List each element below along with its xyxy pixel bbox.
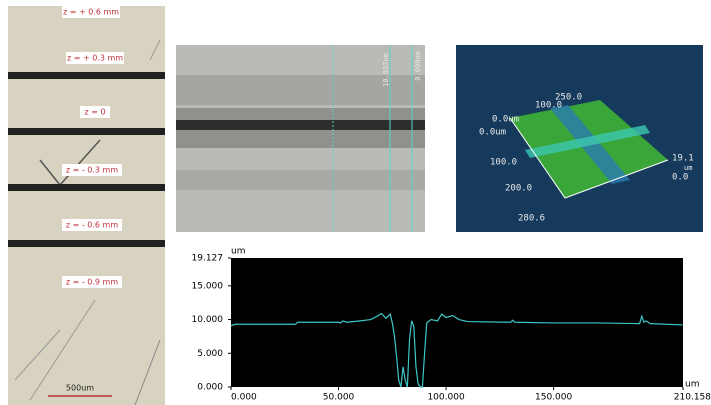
x-tick-label: 150.000 [535,393,572,403]
surface-label: 0.0 [672,173,688,183]
x-axis-label: um [685,380,699,390]
x-tick-label: 100.000 [427,393,464,403]
z-label: z = - 0.9 mm [66,278,118,287]
surface-label: 280.6 [518,214,545,224]
surface-label: 0.0um [492,115,519,125]
z-label: z = + 0.3 mm [67,54,123,63]
z-label: z = - 0.3 mm [66,166,118,175]
micrograph-left [8,6,165,405]
surface-label: um [684,164,692,172]
y-tick-label: 19.127 [192,254,224,264]
figure: z = + 0.6 mm z = + 0.3 mm z = 0 z = - 0.… [0,0,711,405]
z-label: z = + 0.6 mm [63,8,119,17]
y-tick-label: 5.000 [197,349,223,359]
y-tick-label: 15.000 [192,281,224,291]
surface-label: 19.1 [672,154,694,164]
surface-label: 0.0um [479,128,506,138]
surface-3d: 250.0 100.0 0.0um 0.0um 100.0 200.0 280.… [456,45,703,232]
y-axis-label: um [231,247,245,257]
surface-label: 100.0 [535,101,562,111]
z-label: z = - 0.6 mm [66,221,118,230]
scale-bar-label: 500um [66,384,94,393]
micrograph-middle: 10.937um 0.000um [176,45,425,232]
z-label: z = 0 [84,108,105,117]
y-tick-label: 10.000 [192,315,224,325]
surface-label: 200.0 [505,184,532,194]
surface-label: 100.0 [490,158,517,168]
measure-label: 10.937um [382,53,390,87]
x-tick-label: 50.000 [323,393,355,403]
measure-label: 0.000um [414,51,422,81]
y-tick-label: 0.000 [197,383,223,393]
x-tick-label: 210.158 [674,393,711,403]
x-tick-label: 0.000 [231,393,257,403]
